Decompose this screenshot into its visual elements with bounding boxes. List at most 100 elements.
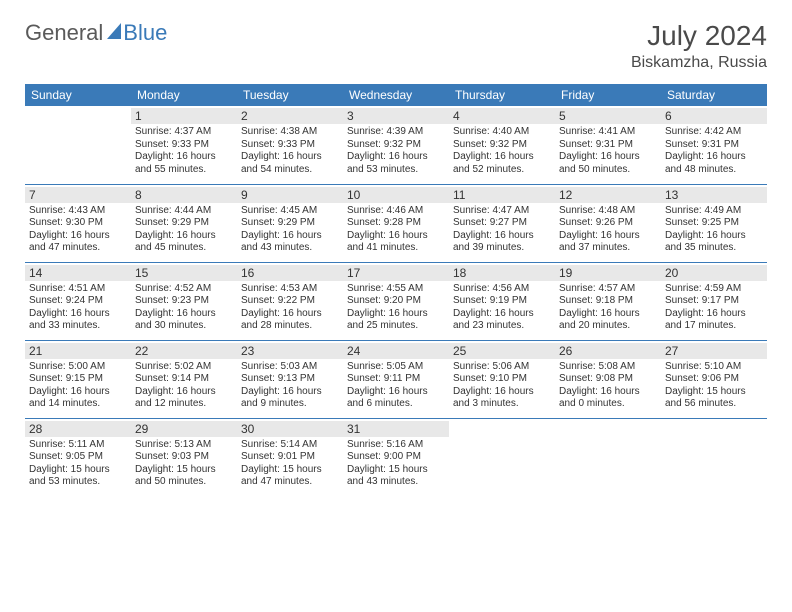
- location: Biskamzha, Russia: [631, 54, 767, 72]
- day-header: Sunday: [25, 84, 131, 106]
- calendar-cell: 9 Sunrise: 4:45 AMSunset: 9:29 PMDaylight…: [237, 184, 343, 262]
- cell-body: Sunrise: 4:38 AMSunset: 9:33 PMDaylight:…: [241, 126, 339, 176]
- cell-body: Sunrise: 5:08 AMSunset: 9:08 PMDaylight:…: [559, 361, 657, 411]
- calendar-cell: 24 Sunrise: 5:05 AMSunset: 9:11 PMDayligh…: [343, 340, 449, 418]
- month-title: July 2024: [631, 20, 767, 52]
- day-number: 28: [25, 421, 131, 437]
- day-number: 24: [343, 343, 449, 359]
- calendar-cell: 30 Sunrise: 5:14 AMSunset: 9:01 PMDayligh…: [237, 418, 343, 496]
- logo-triangle-icon: [107, 23, 121, 39]
- cell-body: Sunrise: 4:47 AMSunset: 9:27 PMDaylight:…: [453, 205, 551, 255]
- calendar-row: 1 Sunrise: 4:37 AMSunset: 9:33 PMDaylight…: [25, 106, 767, 184]
- logo: General Blue: [25, 20, 167, 46]
- day-header: Wednesday: [343, 84, 449, 106]
- cell-body: Sunrise: 4:37 AMSunset: 9:33 PMDaylight:…: [135, 126, 233, 176]
- calendar-cell: 22 Sunrise: 5:02 AMSunset: 9:14 PMDayligh…: [131, 340, 237, 418]
- calendar-cell: 21 Sunrise: 5:00 AMSunset: 9:15 PMDayligh…: [25, 340, 131, 418]
- calendar-cell: 8 Sunrise: 4:44 AMSunset: 9:29 PMDaylight…: [131, 184, 237, 262]
- day-number: 2: [237, 108, 343, 124]
- day-number: 4: [449, 108, 555, 124]
- cell-body: Sunrise: 5:11 AMSunset: 9:05 PMDaylight:…: [29, 439, 127, 489]
- cell-body: Sunrise: 5:16 AMSunset: 9:00 PMDaylight:…: [347, 439, 445, 489]
- cell-body: Sunrise: 5:10 AMSunset: 9:06 PMDaylight:…: [665, 361, 763, 411]
- day-number: 22: [131, 343, 237, 359]
- calendar-cell: 31Sunrise: 5:16 AMSunset: 9:00 PMDayligh…: [343, 418, 449, 496]
- cell-body: Sunrise: 4:55 AMSunset: 9:20 PMDaylight:…: [347, 283, 445, 333]
- day-number: 12: [555, 187, 661, 203]
- cell-body: Sunrise: 5:00 AMSunset: 9:15 PMDaylight:…: [29, 361, 127, 411]
- calendar-row: 7 Sunrise: 4:43 AMSunset: 9:30 PMDaylight…: [25, 184, 767, 262]
- cell-body: Sunrise: 4:49 AMSunset: 9:25 PMDaylight:…: [665, 205, 763, 255]
- calendar-cell: [555, 418, 661, 496]
- calendar-cell: 18 Sunrise: 4:56 AMSunset: 9:19 PMDayligh…: [449, 262, 555, 340]
- calendar-cell: 28 Sunrise: 5:11 AMSunset: 9:05 PMDayligh…: [25, 418, 131, 496]
- day-header: Friday: [555, 84, 661, 106]
- day-number: 23: [237, 343, 343, 359]
- calendar-cell: 17Sunrise: 4:55 AMSunset: 9:20 PMDayligh…: [343, 262, 449, 340]
- cell-body: Sunrise: 4:42 AMSunset: 9:31 PMDaylight:…: [665, 126, 763, 176]
- day-number: 15: [131, 265, 237, 281]
- calendar-cell: 13 Sunrise: 4:49 AMSunset: 9:25 PMDayligh…: [661, 184, 767, 262]
- calendar-body: 1 Sunrise: 4:37 AMSunset: 9:33 PMDaylight…: [25, 106, 767, 496]
- day-number: 7: [25, 187, 131, 203]
- calendar-cell: 11 Sunrise: 4:47 AMSunset: 9:27 PMDayligh…: [449, 184, 555, 262]
- calendar-cell: 5Sunrise: 4:41 AMSunset: 9:31 PMDaylight…: [555, 106, 661, 184]
- calendar-row: 28 Sunrise: 5:11 AMSunset: 9:05 PMDayligh…: [25, 418, 767, 496]
- cell-body: Sunrise: 4:45 AMSunset: 9:29 PMDaylight:…: [241, 205, 339, 255]
- day-number: 6: [661, 108, 767, 124]
- day-number: 21: [25, 343, 131, 359]
- calendar-cell: 16Sunrise: 4:53 AMSunset: 9:22 PMDayligh…: [237, 262, 343, 340]
- cell-body: Sunrise: 5:05 AMSunset: 9:11 PMDaylight:…: [347, 361, 445, 411]
- calendar-cell: [449, 418, 555, 496]
- day-number: 11: [449, 187, 555, 203]
- calendar-cell: 6 Sunrise: 4:42 AMSunset: 9:31 PMDaylight…: [661, 106, 767, 184]
- logo-text-blue: Blue: [123, 20, 167, 46]
- cell-body: Sunrise: 4:44 AMSunset: 9:29 PMDaylight:…: [135, 205, 233, 255]
- calendar-cell: 23 Sunrise: 5:03 AMSunset: 9:13 PMDayligh…: [237, 340, 343, 418]
- day-number: 13: [661, 187, 767, 203]
- day-number: 18: [449, 265, 555, 281]
- cell-body: Sunrise: 4:52 AMSunset: 9:23 PMDaylight:…: [135, 283, 233, 333]
- day-number: 14: [25, 265, 131, 281]
- cell-body: Sunrise: 5:14 AMSunset: 9:01 PMDaylight:…: [241, 439, 339, 489]
- calendar-cell: 29Sunrise: 5:13 AMSunset: 9:03 PMDayligh…: [131, 418, 237, 496]
- cell-body: Sunrise: 5:02 AMSunset: 9:14 PMDaylight:…: [135, 361, 233, 411]
- header: General Blue July 2024 Biskamzha, Russia: [25, 20, 767, 72]
- cell-body: Sunrise: 4:56 AMSunset: 9:19 PMDaylight:…: [453, 283, 551, 333]
- cell-body: Sunrise: 4:53 AMSunset: 9:22 PMDaylight:…: [241, 283, 339, 333]
- day-number: 19: [555, 265, 661, 281]
- calendar-cell: 1 Sunrise: 4:37 AMSunset: 9:33 PMDaylight…: [131, 106, 237, 184]
- day-number: 25: [449, 343, 555, 359]
- day-number: 3: [343, 108, 449, 124]
- calendar-cell: 25 Sunrise: 5:06 AMSunset: 9:10 PMDayligh…: [449, 340, 555, 418]
- calendar-cell: 20 Sunrise: 4:59 AMSunset: 9:17 PMDayligh…: [661, 262, 767, 340]
- cell-body: Sunrise: 5:03 AMSunset: 9:13 PMDaylight:…: [241, 361, 339, 411]
- calendar-cell: 19Sunrise: 4:57 AMSunset: 9:18 PMDayligh…: [555, 262, 661, 340]
- day-number: 10: [343, 187, 449, 203]
- calendar-cell: [661, 418, 767, 496]
- day-header: Monday: [131, 84, 237, 106]
- cell-body: Sunrise: 4:48 AMSunset: 9:26 PMDaylight:…: [559, 205, 657, 255]
- day-number: 8: [131, 187, 237, 203]
- day-header: Tuesday: [237, 84, 343, 106]
- calendar-row: 14 Sunrise: 4:51 AMSunset: 9:24 PMDayligh…: [25, 262, 767, 340]
- day-number: 20: [661, 265, 767, 281]
- day-number: 9: [237, 187, 343, 203]
- calendar-cell: [25, 106, 131, 184]
- calendar-cell: 7 Sunrise: 4:43 AMSunset: 9:30 PMDaylight…: [25, 184, 131, 262]
- logo-text-general: General: [25, 20, 103, 46]
- calendar-cell: 2 Sunrise: 4:38 AMSunset: 9:33 PMDaylight…: [237, 106, 343, 184]
- day-number: 5: [555, 108, 661, 124]
- calendar-row: 21 Sunrise: 5:00 AMSunset: 9:15 PMDayligh…: [25, 340, 767, 418]
- day-number: 1: [131, 108, 237, 124]
- cell-body: Sunrise: 4:59 AMSunset: 9:17 PMDaylight:…: [665, 283, 763, 333]
- cell-body: Sunrise: 4:46 AMSunset: 9:28 PMDaylight:…: [347, 205, 445, 255]
- day-number: 26: [555, 343, 661, 359]
- cell-body: Sunrise: 4:51 AMSunset: 9:24 PMDaylight:…: [29, 283, 127, 333]
- day-number: 30: [237, 421, 343, 437]
- calendar-table: SundayMondayTuesdayWednesdayThursdayFrid…: [25, 84, 767, 496]
- cell-body: Sunrise: 5:13 AMSunset: 9:03 PMDaylight:…: [135, 439, 233, 489]
- cell-body: Sunrise: 4:43 AMSunset: 9:30 PMDaylight:…: [29, 205, 127, 255]
- cell-body: Sunrise: 5:06 AMSunset: 9:10 PMDaylight:…: [453, 361, 551, 411]
- calendar-cell: 3Sunrise: 4:39 AMSunset: 9:32 PMDaylight…: [343, 106, 449, 184]
